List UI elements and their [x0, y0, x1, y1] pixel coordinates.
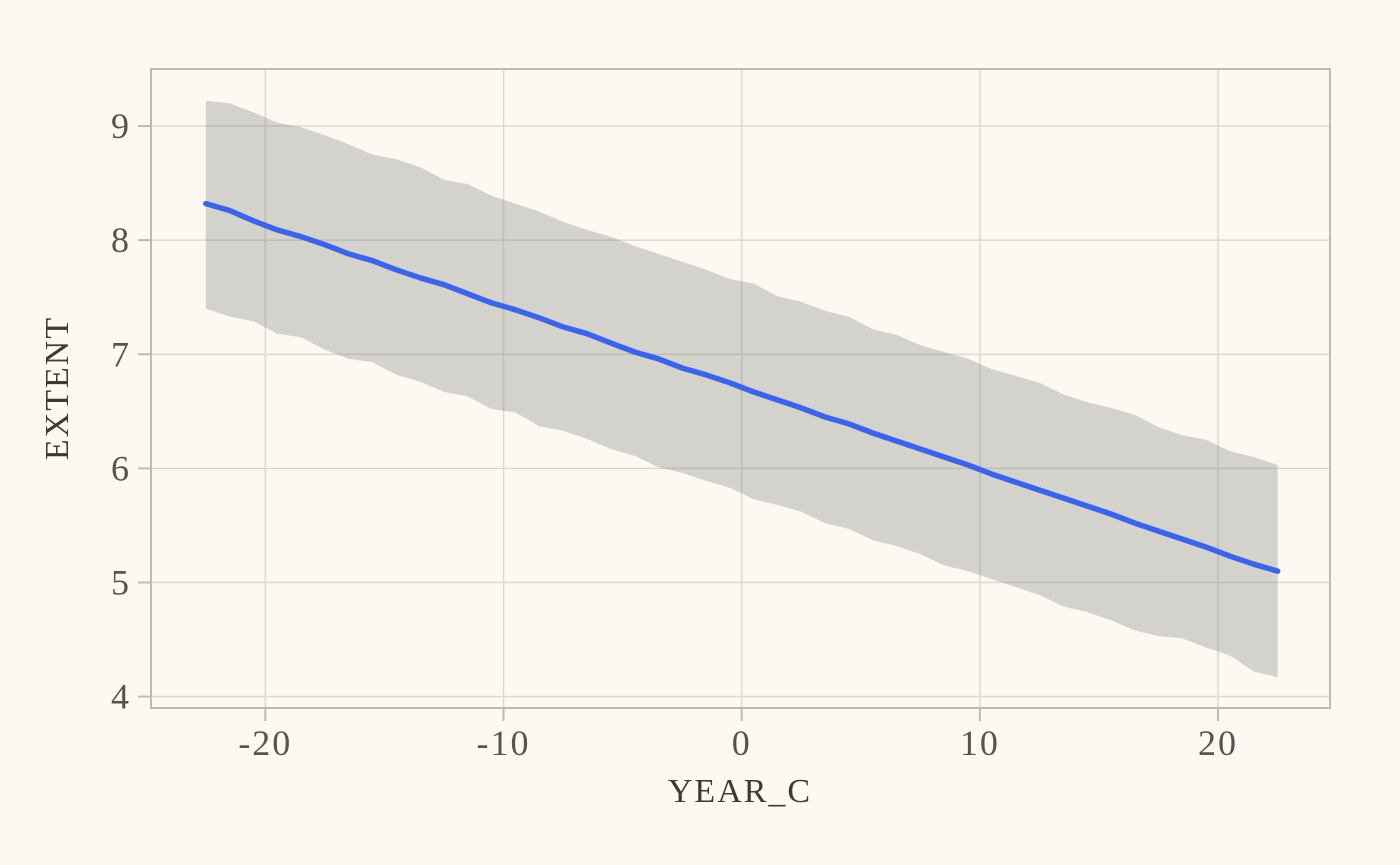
panel-border	[150, 68, 1331, 709]
y-tick-label: 6	[111, 448, 131, 488]
y-axis-title: EXTENT	[39, 316, 76, 460]
x-tick-label: 0	[732, 723, 752, 763]
y-tick-label: 7	[111, 334, 131, 374]
axes-layer	[138, 68, 1331, 721]
y-tick-label: 9	[111, 106, 131, 146]
line-layer	[203, 200, 1281, 574]
y-tick-label: 4	[111, 677, 131, 717]
x-axis-title: YEAR_C	[668, 773, 812, 810]
y-tick-label: 5	[111, 562, 131, 602]
x-tick-label: 20	[1198, 723, 1238, 763]
x-tick-label: -10	[477, 723, 531, 763]
tick-labels-layer: -20 -10 0 10 20 4 5 6 7 8 9	[111, 106, 1238, 763]
x-tick-label: 10	[960, 723, 1000, 763]
y-tick-label: 8	[111, 220, 131, 260]
trend-line	[203, 200, 1281, 574]
x-tick-label: -20	[238, 723, 292, 763]
